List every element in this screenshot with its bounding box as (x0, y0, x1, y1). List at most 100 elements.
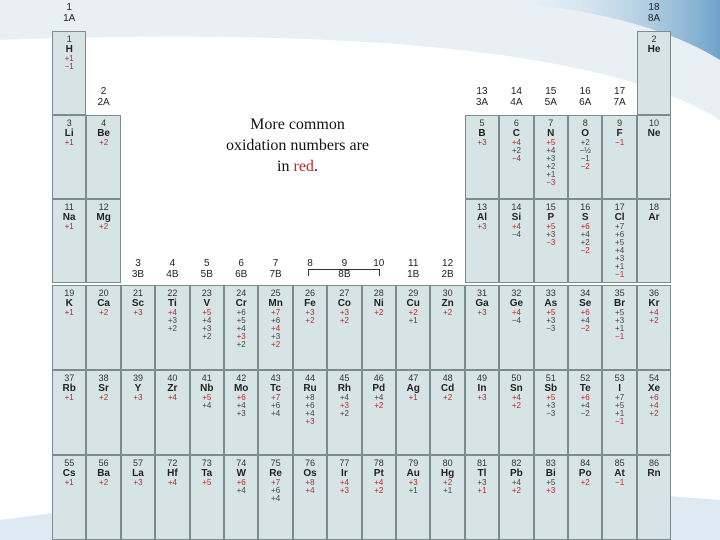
group-letter-label: 2A (97, 97, 110, 108)
group-label-11: 11 1B (396, 258, 430, 280)
group-label-3: 3 3B (121, 258, 155, 280)
group-label-12: 12 2B (430, 258, 464, 280)
common-oxidation-number: +3 (477, 308, 487, 317)
oxidation-number: +4 (374, 393, 384, 402)
group-number: 6 (238, 258, 244, 269)
element-symbol: Hg (440, 468, 455, 479)
caption-line-3-prefix: in (277, 158, 294, 175)
common-oxidation-number: +3 (133, 478, 143, 487)
group-letter-label: 3B (131, 269, 145, 280)
atomic-number: 14 (511, 202, 522, 212)
group-number: 16 (579, 86, 591, 97)
atomic-number: 86 (648, 458, 659, 468)
group-letter-label: 4A (510, 97, 523, 108)
common-oxidation-number: +8 (305, 478, 315, 487)
common-oxidation-number: +1 (477, 486, 487, 495)
group-letter-label: 6A (579, 97, 592, 108)
group-letter-label: 8A (647, 13, 661, 24)
common-oxidation-number: +2 (271, 340, 281, 349)
common-oxidation-number: −1 (615, 332, 625, 341)
common-oxidation-number: +6 (649, 393, 659, 402)
element-symbol: Li (64, 128, 74, 139)
common-oxidation-number: −2 (580, 246, 590, 255)
element-symbol: Rb (62, 383, 76, 394)
oxidation-number: +4 (546, 146, 556, 155)
atomic-number: 82 (511, 458, 522, 468)
element-mg: 12 Mg +2 (86, 199, 121, 283)
common-oxidation-number: +7 (271, 393, 281, 402)
oxidation-number: +4 (202, 401, 212, 410)
element-symbol: Ni (373, 298, 384, 309)
group-label-15: 15 5A (534, 86, 568, 108)
element-sn: 50 Sn +4 +2 (499, 370, 534, 455)
element-ta: 73 Ta +5 (189, 455, 224, 540)
common-oxidation-number: +2 (374, 308, 384, 317)
common-oxidation-number: −1 (615, 138, 625, 147)
element-symbol: Cr (235, 298, 247, 309)
element-he: 2 He (636, 31, 672, 115)
element-hg: 80 Hg +2 +1 (430, 455, 465, 540)
common-oxidation-number: −2 (580, 324, 590, 333)
group-label-9: 9 8B (327, 258, 361, 280)
element-symbol: Mg (96, 212, 111, 223)
common-oxidation-number: +3 (133, 393, 143, 402)
element-symbol: Na (62, 212, 76, 223)
common-oxidation-number: +6 (580, 308, 590, 317)
oxidation-number: +4 (580, 316, 590, 325)
oxidation-number: +3 (167, 316, 177, 325)
common-oxidation-number: −3 (546, 238, 556, 247)
common-oxidation-number: +3 (408, 478, 418, 487)
element-symbol: V (203, 298, 211, 309)
caption-line-1: More common (250, 116, 345, 133)
element-ar: 18 Ar (636, 199, 672, 283)
element-symbol: Ge (509, 298, 524, 309)
element-symbol: Bi (545, 468, 556, 479)
common-oxidation-number: +3 (546, 486, 556, 495)
oxidation-number: +1 (408, 486, 418, 495)
element-symbol: Zn (441, 298, 454, 309)
element-symbol: H (65, 44, 73, 55)
atomic-number: 42 (236, 373, 247, 383)
common-oxidation-number: +2 (511, 401, 521, 410)
group-number: 10 (373, 258, 385, 269)
atomic-number: 24 (236, 288, 247, 298)
element-symbol: Cl (614, 212, 625, 223)
oxidation-number: −1 (580, 154, 590, 163)
common-oxidation-number: +5 (546, 393, 556, 402)
oxidation-number: +4 (271, 494, 281, 503)
element-symbol: Rn (647, 468, 661, 479)
group-number: 11 (408, 258, 419, 269)
element-se: 34 Se +6 +4 −2 (568, 285, 603, 370)
common-oxidation-number: +3 (339, 486, 349, 495)
element-symbol: Tc (270, 383, 282, 394)
atomic-number: 55 (64, 458, 75, 468)
element-ti: 22 Ti +4 +3 +2 (155, 285, 190, 370)
oxidation-number: +4 (236, 401, 246, 410)
atomic-number: 11 (64, 202, 74, 212)
element-i: 53 I +7 +5 +1 −1 (602, 370, 637, 455)
caption-line-2: oxidation numbers are (225, 137, 370, 154)
element-symbol: Be (97, 128, 110, 139)
element-tc: 43 Tc +7 +6 +4 (258, 370, 293, 455)
group-number: 12 (442, 258, 454, 269)
atomic-number: 26 (304, 288, 315, 298)
element-symbol: As (544, 298, 558, 309)
element-symbol: K (65, 298, 73, 309)
oxidation-number: +4 (339, 393, 349, 402)
element-o: 8 O +2 −½ −1 −2 (568, 115, 603, 199)
common-oxidation-number: +5 (202, 393, 212, 402)
element-ga: 31 Ga +3 (464, 285, 500, 370)
element-symbol: Te (579, 383, 591, 394)
element-symbol: Ar (648, 212, 660, 223)
element-symbol: Ru (303, 383, 317, 394)
common-oxidation-number: +3 (477, 222, 487, 231)
oxidation-number: −3 (546, 324, 556, 333)
common-oxidation-number: +7 (271, 308, 281, 317)
element-symbol: Ga (475, 298, 489, 309)
oxidation-number: +5 (546, 478, 556, 487)
atomic-number: 20 (98, 288, 109, 298)
atomic-number: 76 (304, 458, 315, 468)
element-f: 9 F −1 (602, 115, 637, 199)
element-ca: 20 Ca +2 (86, 285, 121, 370)
common-oxidation-number: +1 (64, 54, 74, 63)
